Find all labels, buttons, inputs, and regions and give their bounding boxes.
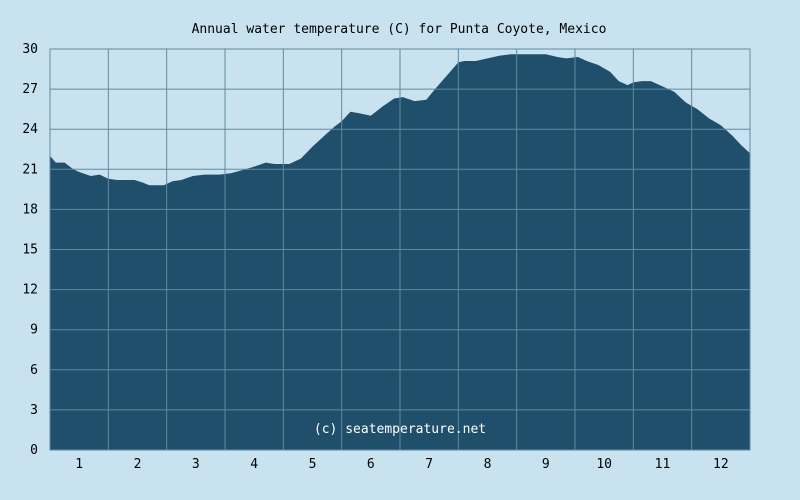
y-tick-label: 27 [22,82,38,97]
x-axis-ticks: 1 2 3 4 5 6 7 8 9 10 11 12 [75,457,728,472]
y-axis-ticks: 0 3 6 9 12 15 18 21 24 27 30 [22,42,38,458]
chart-title: Annual water temperature (C) for Punta C… [192,22,607,37]
y-tick-label: 30 [22,42,38,57]
grid-layer [49,48,751,451]
x-tick-label: 1 [75,457,83,472]
y-tick-label: 12 [22,283,38,298]
y-tick-label: 24 [22,122,38,137]
y-tick-label: 6 [30,363,38,378]
x-tick-label: 4 [250,457,258,472]
x-tick-label: 2 [134,457,142,472]
y-tick-label: 9 [30,323,38,338]
y-tick-label: 3 [30,403,38,418]
x-tick-label: 11 [655,457,671,472]
x-tick-label: 3 [192,457,200,472]
x-tick-label: 8 [484,457,492,472]
credit-text: (c) seatemperature.net [314,422,486,437]
plot-frame [49,48,751,451]
x-tick-label: 6 [367,457,375,472]
y-tick-label: 15 [22,243,38,258]
x-tick-label: 12 [713,457,729,472]
x-tick-label: 9 [542,457,550,472]
y-tick-label: 21 [22,162,38,177]
x-tick-label: 10 [596,457,612,472]
x-tick-label: 5 [309,457,317,472]
x-tick-label: 7 [425,457,433,472]
y-tick-label: 18 [22,202,38,217]
y-tick-label: 0 [30,443,38,458]
